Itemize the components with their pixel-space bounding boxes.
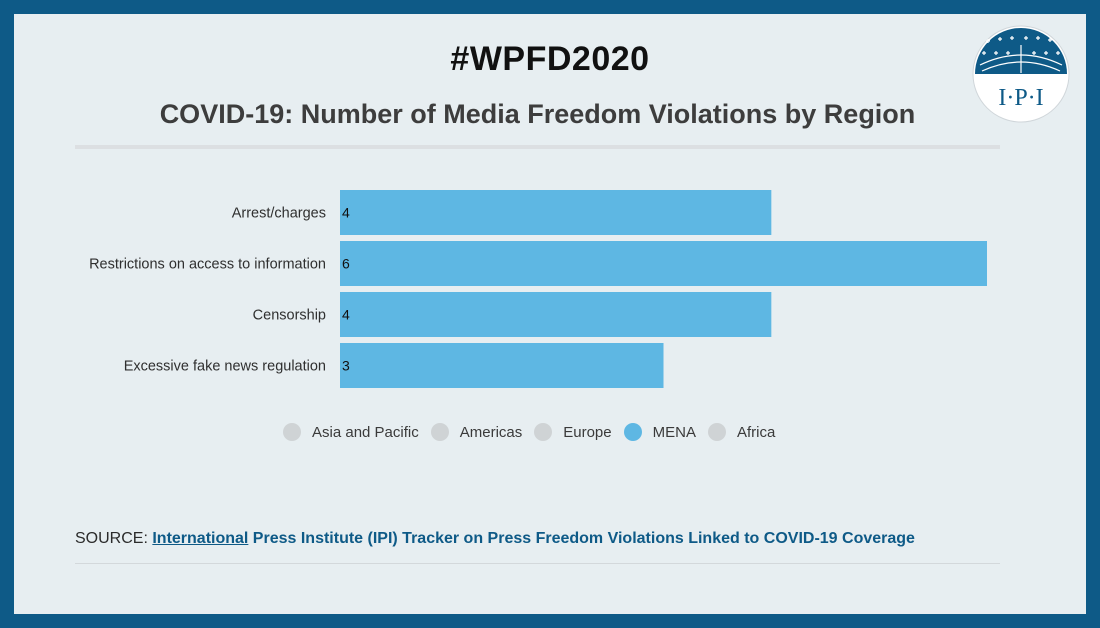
- legend-dot-icon: [707, 423, 726, 441]
- legend-item-4[interactable]: Africa: [707, 423, 776, 441]
- chart-legend: Asia and Pacific Americas Europe MENA Africa: [283, 422, 787, 442]
- legend-dot-icon: [534, 423, 553, 441]
- legend-label: Americas: [459, 423, 523, 441]
- legend-item-2[interactable]: Europe: [534, 423, 612, 441]
- category-label-2: Censorship: [253, 308, 326, 324]
- legend-dot-icon: [623, 423, 642, 441]
- bar-0[interactable]: [340, 190, 772, 235]
- category-label-0: Arrest/charges: [232, 206, 326, 222]
- hashtag-heading: #WPFD2020: [450, 40, 650, 78]
- legend-item-1[interactable]: Americas: [430, 423, 523, 441]
- chart-title: COVID-19: Number of Media Freedom Violat…: [159, 99, 916, 129]
- legend-label: Africa: [736, 423, 776, 441]
- source-note: SOURCE: International Press Institute (I…: [75, 530, 915, 548]
- legend-dot-icon: [283, 423, 301, 441]
- source-divider: [75, 563, 1000, 564]
- legend-item-3[interactable]: MENA: [623, 423, 696, 441]
- legend-item-0[interactable]: Asia and Pacific: [283, 423, 419, 441]
- ipi-globe-logo-icon[interactable]: I·P·I: [972, 25, 1070, 123]
- data-label-2: 4: [342, 307, 350, 323]
- source-link-tracker[interactable]: Press Institute (IPI) Tracker on Press F…: [248, 530, 915, 547]
- title-divider: [75, 145, 1000, 149]
- legend-label: MENA: [652, 423, 696, 441]
- legend-label: Asia and Pacific: [312, 423, 419, 441]
- data-label-1: 6: [342, 256, 350, 272]
- legend-label: Europe: [563, 423, 612, 441]
- category-label-1: Restrictions on access to information: [89, 257, 326, 273]
- category-label-3: Excessive fake news regulation: [124, 359, 326, 375]
- bar-1[interactable]: [340, 241, 987, 286]
- source-link-international[interactable]: International: [152, 530, 249, 547]
- source-prefix: SOURCE:: [75, 530, 153, 547]
- legend-dot-icon: [430, 423, 449, 441]
- data-label-3: 3: [342, 358, 350, 374]
- data-label-0: 4: [342, 205, 350, 221]
- logo-text: I·P·I: [998, 85, 1043, 111]
- bar-2[interactable]: [340, 292, 772, 337]
- bar-3[interactable]: [340, 343, 664, 388]
